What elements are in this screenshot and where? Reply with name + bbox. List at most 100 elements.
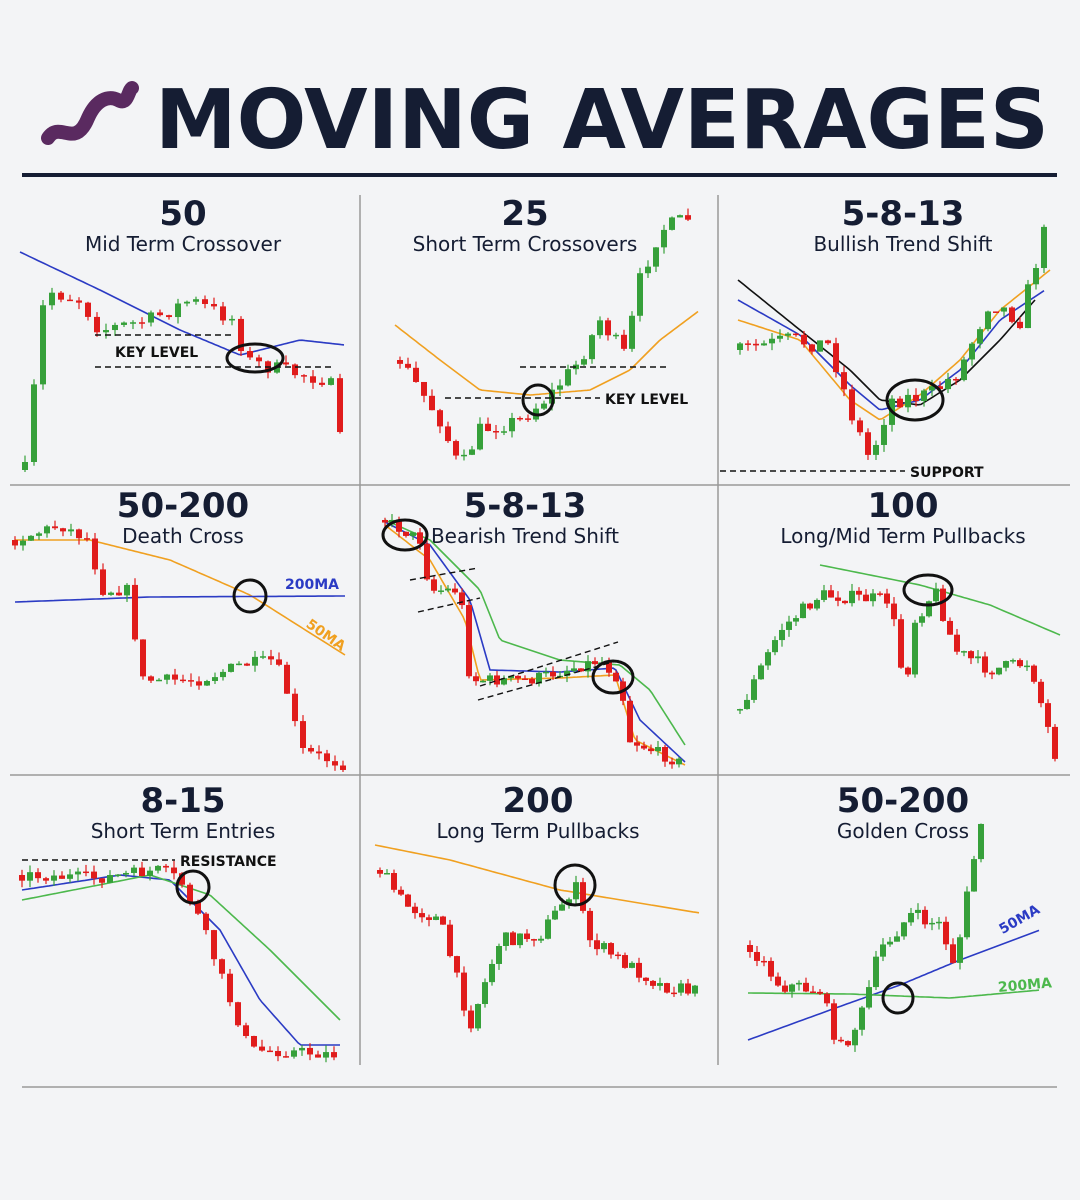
candle-body	[148, 312, 154, 323]
candle-body	[636, 962, 642, 978]
panel-subtitle: Golden Cross	[837, 819, 969, 843]
candle-body	[300, 721, 306, 748]
panel-number: 200	[503, 781, 574, 821]
candle-body	[328, 378, 334, 385]
candle-body	[175, 303, 181, 318]
candle-body	[615, 954, 621, 957]
candle-body	[36, 533, 42, 536]
candle-body	[260, 656, 266, 658]
candle-body	[157, 312, 163, 316]
candle-body	[131, 867, 137, 873]
panel-number: 100	[868, 486, 939, 526]
dashed-level	[479, 641, 619, 687]
candle-body	[517, 417, 523, 420]
candle-body	[19, 875, 25, 881]
candle-body	[566, 899, 572, 905]
candle-body	[171, 867, 177, 874]
candle-body	[130, 322, 136, 324]
candle-body	[259, 1046, 265, 1051]
candle-body	[929, 922, 935, 925]
candle-body	[447, 924, 453, 957]
candle-body	[493, 431, 499, 433]
candle-body	[115, 874, 121, 877]
candle-body	[1025, 284, 1031, 329]
candle-body	[945, 378, 951, 390]
candle-body	[469, 449, 475, 455]
candle-body	[202, 299, 208, 304]
candle-body	[919, 616, 925, 623]
candle-body	[661, 229, 667, 248]
candle-body	[578, 668, 584, 672]
candle-body	[913, 394, 919, 402]
candle-body	[814, 599, 820, 609]
candle-body	[842, 600, 848, 604]
candle-body	[801, 334, 807, 345]
candle-body	[541, 403, 547, 409]
candle-body	[308, 747, 314, 752]
candle-body	[243, 1025, 249, 1036]
candle-body	[796, 982, 802, 985]
candle-body	[83, 871, 89, 874]
dashed-level	[409, 567, 479, 581]
candle-body	[452, 588, 458, 593]
candle-body	[634, 742, 640, 746]
candle-body	[195, 902, 201, 914]
candle-body	[51, 875, 57, 881]
candle-body	[417, 532, 423, 544]
panel-subtitle: Mid Term Crossover	[85, 232, 282, 256]
candle-body	[975, 656, 981, 659]
candle-body	[685, 215, 691, 220]
candle-body	[662, 746, 668, 762]
annotation: KEY LEVEL	[605, 392, 688, 408]
candle-body	[737, 709, 743, 711]
candle-body	[424, 543, 430, 580]
candle-body	[744, 699, 750, 710]
candle-body	[989, 672, 995, 675]
candle-body	[193, 299, 199, 302]
candle-body	[657, 983, 663, 986]
candle-body	[803, 982, 809, 992]
moving-average	[19, 251, 345, 356]
candle-body	[292, 693, 298, 722]
candle-body	[431, 579, 437, 591]
candle-body	[107, 875, 113, 883]
candle-body	[613, 672, 619, 682]
candle-body	[894, 936, 900, 942]
candle-body	[433, 916, 439, 920]
candle-body	[413, 367, 419, 382]
candle-body	[621, 334, 627, 349]
candle-body	[857, 420, 863, 433]
candle-body	[821, 590, 827, 600]
candle-body	[58, 292, 64, 300]
candle-body	[887, 941, 893, 945]
candle-body	[382, 520, 388, 523]
annotation: 200MA	[997, 975, 1052, 996]
candle-body	[20, 540, 26, 546]
candle-body	[398, 889, 404, 895]
candle-body	[236, 663, 242, 666]
candle-body	[292, 364, 298, 376]
candle-body	[187, 884, 193, 903]
candle-body	[833, 343, 839, 373]
candle-body	[468, 1010, 474, 1029]
candle-body	[538, 938, 544, 941]
candle-body	[283, 362, 289, 365]
candle-body	[405, 363, 411, 368]
candle-body	[852, 1029, 858, 1046]
panel-number: 50-200	[117, 486, 249, 526]
candle-body	[156, 679, 162, 682]
candle-body	[645, 266, 651, 274]
candle-body	[121, 322, 127, 325]
candle-body	[810, 991, 816, 993]
panel-subtitle: Bearish Trend Shift	[431, 524, 619, 548]
candle-body	[494, 675, 500, 685]
candle-body	[244, 663, 250, 666]
candle-body	[585, 661, 591, 672]
candle-body	[849, 590, 855, 604]
candle-body	[60, 528, 66, 532]
candle-body	[429, 395, 435, 411]
candle-body	[31, 384, 37, 463]
candle-body	[307, 1047, 313, 1055]
candle-body	[426, 917, 432, 920]
